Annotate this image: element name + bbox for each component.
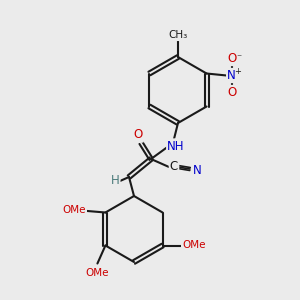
Text: N: N [193,164,201,178]
Text: C: C [170,160,178,173]
Text: ⁻: ⁻ [236,53,241,64]
Text: H: H [111,175,119,188]
Text: N: N [227,69,236,82]
Text: OMe: OMe [86,268,109,278]
Text: O: O [227,52,236,65]
Text: O: O [227,86,236,99]
Text: O: O [134,128,142,142]
Text: NH: NH [167,140,185,152]
Text: OMe: OMe [62,205,86,215]
Text: +: + [234,67,241,76]
Text: CH₃: CH₃ [168,30,188,40]
Text: OMe: OMe [182,241,206,250]
